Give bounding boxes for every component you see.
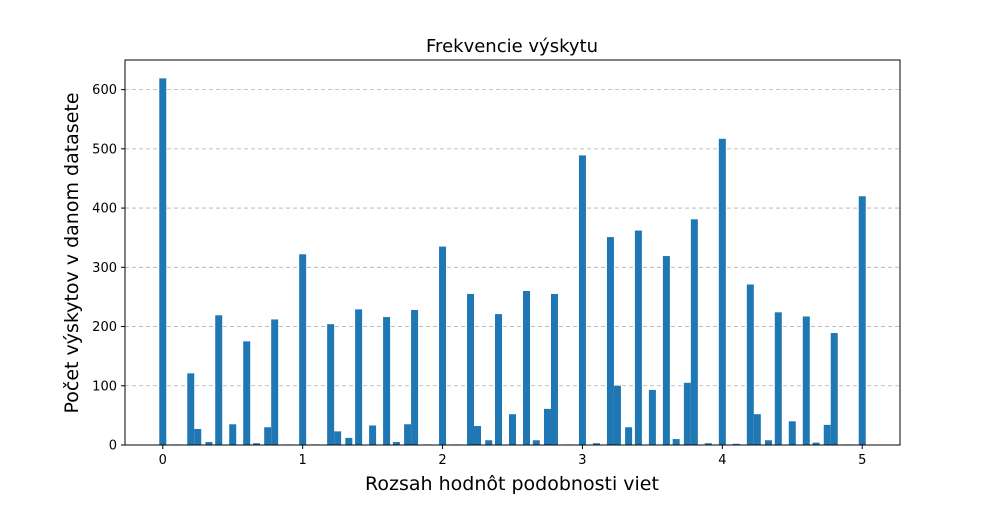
bar xyxy=(718,138,726,445)
bar xyxy=(271,319,279,445)
x-axis-label: Rozsah hodnôt podobnosti viet xyxy=(365,473,659,495)
bar xyxy=(823,424,831,445)
bar xyxy=(765,440,772,445)
x-tick-label: 4 xyxy=(718,453,726,468)
bar xyxy=(522,291,530,445)
bar xyxy=(830,333,838,445)
y-tick-label: 100 xyxy=(92,379,117,394)
bar xyxy=(592,443,600,445)
bar xyxy=(812,442,820,445)
bar xyxy=(788,421,796,445)
bar xyxy=(411,309,419,445)
bar xyxy=(334,431,342,445)
bar xyxy=(205,442,213,445)
bar xyxy=(264,427,272,445)
bar xyxy=(774,312,782,445)
bar xyxy=(229,424,237,445)
bar xyxy=(495,314,503,445)
x-tick-label: 1 xyxy=(299,453,307,468)
bar xyxy=(662,256,670,445)
bar xyxy=(625,427,633,445)
bar xyxy=(439,246,447,445)
bar xyxy=(485,440,493,445)
bar xyxy=(253,443,260,445)
bar xyxy=(159,78,167,445)
bar xyxy=(753,414,761,445)
x-tick-label: 5 xyxy=(858,453,866,468)
bar xyxy=(383,317,391,445)
axes: 0 1 2 3 4 5 0 100 200 300 400 500 600 xyxy=(92,59,901,468)
bar xyxy=(732,443,740,445)
bar xyxy=(392,442,400,445)
bar xyxy=(648,389,656,445)
bar xyxy=(672,439,680,445)
bar xyxy=(327,324,335,445)
bar xyxy=(474,426,482,445)
grid-lines xyxy=(125,89,900,446)
bar xyxy=(509,414,516,445)
y-tick-label: 200 xyxy=(92,320,117,335)
bar xyxy=(802,316,810,445)
x-tick-label: 0 xyxy=(159,453,167,468)
x-tick-label: 2 xyxy=(438,453,446,468)
chart-title: Frekvencie výskytu xyxy=(426,36,598,57)
bar xyxy=(606,237,614,445)
bar xyxy=(215,315,223,445)
bar xyxy=(578,155,586,445)
bar xyxy=(634,230,642,445)
y-tick-label: 500 xyxy=(92,142,117,157)
y-tick-label: 600 xyxy=(92,83,117,98)
bar xyxy=(613,385,621,445)
bar xyxy=(858,196,866,445)
y-tick-label: 400 xyxy=(92,202,117,217)
bar xyxy=(543,408,551,445)
bar xyxy=(690,219,698,445)
bar xyxy=(355,309,363,445)
bar xyxy=(532,440,540,445)
bar xyxy=(404,424,412,445)
y-axis-label: Počet výskytov v danom datasete xyxy=(61,92,83,413)
bar xyxy=(345,437,353,445)
x-tick-label: 3 xyxy=(578,453,586,468)
bar xyxy=(187,373,195,445)
bar xyxy=(746,284,754,445)
bar xyxy=(194,429,202,445)
y-tick-label: 0 xyxy=(109,439,117,454)
bar xyxy=(550,293,558,445)
bar xyxy=(704,443,712,445)
bar xyxy=(467,293,475,445)
bar xyxy=(243,341,251,445)
bar xyxy=(299,254,307,445)
plot-frame xyxy=(124,59,901,446)
bar xyxy=(369,425,377,445)
bar xyxy=(683,382,691,445)
bars xyxy=(159,78,866,445)
y-tick-label: 300 xyxy=(92,261,117,276)
